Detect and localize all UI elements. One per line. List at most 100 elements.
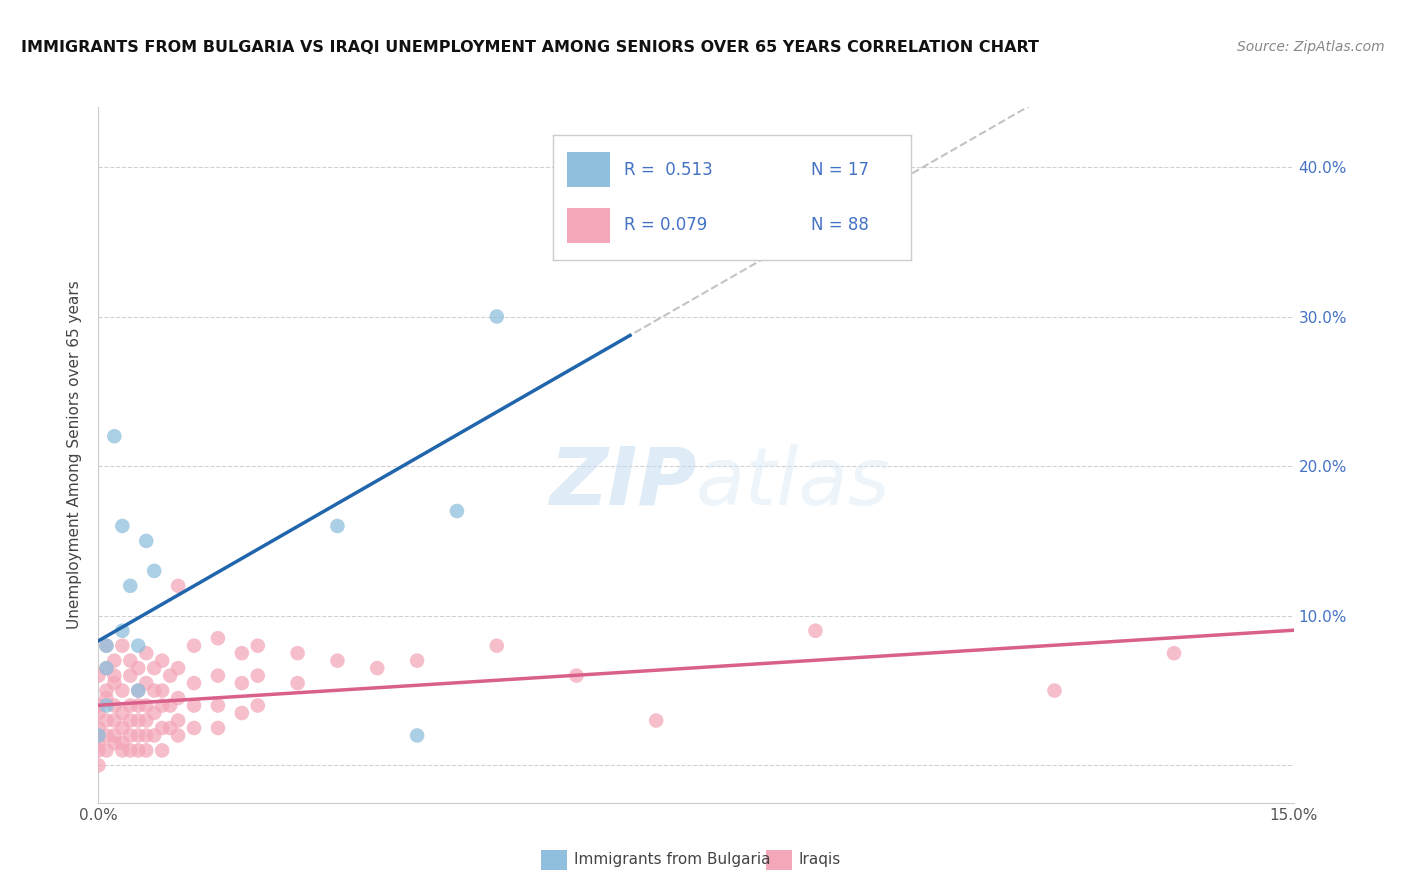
Point: [207, 721, 229, 735]
Point: [96, 743, 118, 757]
Point: [87, 698, 110, 713]
Point: [159, 698, 181, 713]
Point: [804, 624, 827, 638]
Point: [143, 661, 166, 675]
Point: [87, 736, 110, 750]
Point: [120, 654, 142, 668]
Point: [111, 683, 134, 698]
Point: [111, 721, 134, 735]
Point: [150, 743, 173, 757]
Point: [96, 698, 118, 713]
Point: [103, 736, 125, 750]
Point: [167, 579, 190, 593]
Point: [127, 639, 149, 653]
Point: [120, 668, 142, 682]
Point: [167, 661, 190, 675]
Point: [565, 668, 588, 682]
Point: [246, 698, 269, 713]
Point: [446, 504, 468, 518]
Point: [120, 698, 142, 713]
Text: Source: ZipAtlas.com: Source: ZipAtlas.com: [1237, 40, 1385, 54]
Point: [485, 310, 508, 324]
Point: [87, 668, 110, 682]
Point: [143, 706, 166, 720]
Point: [135, 729, 157, 743]
Point: [326, 519, 349, 533]
Point: [96, 714, 118, 728]
Point: [135, 533, 157, 548]
Point: [406, 729, 429, 743]
Point: [143, 729, 166, 743]
Point: [183, 698, 205, 713]
Point: [135, 646, 157, 660]
Point: [87, 729, 110, 743]
Point: [127, 683, 149, 698]
Point: [87, 721, 110, 735]
Text: IMMIGRANTS FROM BULGARIA VS IRAQI UNEMPLOYMENT AMONG SENIORS OVER 65 YEARS CORRE: IMMIGRANTS FROM BULGARIA VS IRAQI UNEMPL…: [21, 40, 1039, 55]
Point: [111, 706, 134, 720]
Point: [167, 714, 190, 728]
Point: [143, 683, 166, 698]
Point: [103, 698, 125, 713]
Point: [120, 743, 142, 757]
Point: [87, 729, 110, 743]
Point: [159, 668, 181, 682]
Point: [135, 714, 157, 728]
Point: [103, 714, 125, 728]
Point: [135, 698, 157, 713]
Point: [183, 676, 205, 690]
Text: ZIP: ZIP: [548, 443, 696, 522]
Point: [96, 661, 118, 675]
Point: [96, 639, 118, 653]
Point: [111, 736, 134, 750]
Point: [103, 676, 125, 690]
Point: [246, 668, 269, 682]
Point: [127, 683, 149, 698]
Point: [111, 639, 134, 653]
Point: [1163, 646, 1185, 660]
Point: [120, 579, 142, 593]
Point: [326, 654, 349, 668]
Point: [96, 661, 118, 675]
Y-axis label: Unemployment Among Seniors over 65 years: Unemployment Among Seniors over 65 years: [67, 281, 83, 629]
Point: [103, 668, 125, 682]
Point: [246, 639, 269, 653]
Point: [150, 683, 173, 698]
Point: [127, 743, 149, 757]
Point: [207, 698, 229, 713]
Point: [150, 721, 173, 735]
Point: [127, 729, 149, 743]
Point: [87, 706, 110, 720]
Point: [183, 639, 205, 653]
Point: [167, 691, 190, 706]
Point: [87, 758, 110, 772]
Point: [231, 676, 253, 690]
Point: [150, 698, 173, 713]
Point: [159, 721, 181, 735]
Point: [605, 190, 627, 204]
Point: [150, 654, 173, 668]
Point: [143, 564, 166, 578]
Point: [127, 714, 149, 728]
Point: [406, 654, 429, 668]
Point: [167, 729, 190, 743]
Point: [111, 743, 134, 757]
Point: [207, 668, 229, 682]
Point: [120, 714, 142, 728]
Point: [183, 721, 205, 735]
Point: [231, 646, 253, 660]
Point: [111, 624, 134, 638]
Text: Iraqis: Iraqis: [799, 853, 841, 867]
Point: [96, 639, 118, 653]
Point: [127, 661, 149, 675]
Point: [1043, 683, 1066, 698]
Point: [103, 654, 125, 668]
Point: [96, 729, 118, 743]
Text: atlas: atlas: [696, 443, 891, 522]
Point: [231, 706, 253, 720]
Point: [103, 429, 125, 443]
Point: [287, 646, 309, 660]
Point: [96, 691, 118, 706]
Point: [103, 729, 125, 743]
Text: Immigrants from Bulgaria: Immigrants from Bulgaria: [574, 853, 770, 867]
